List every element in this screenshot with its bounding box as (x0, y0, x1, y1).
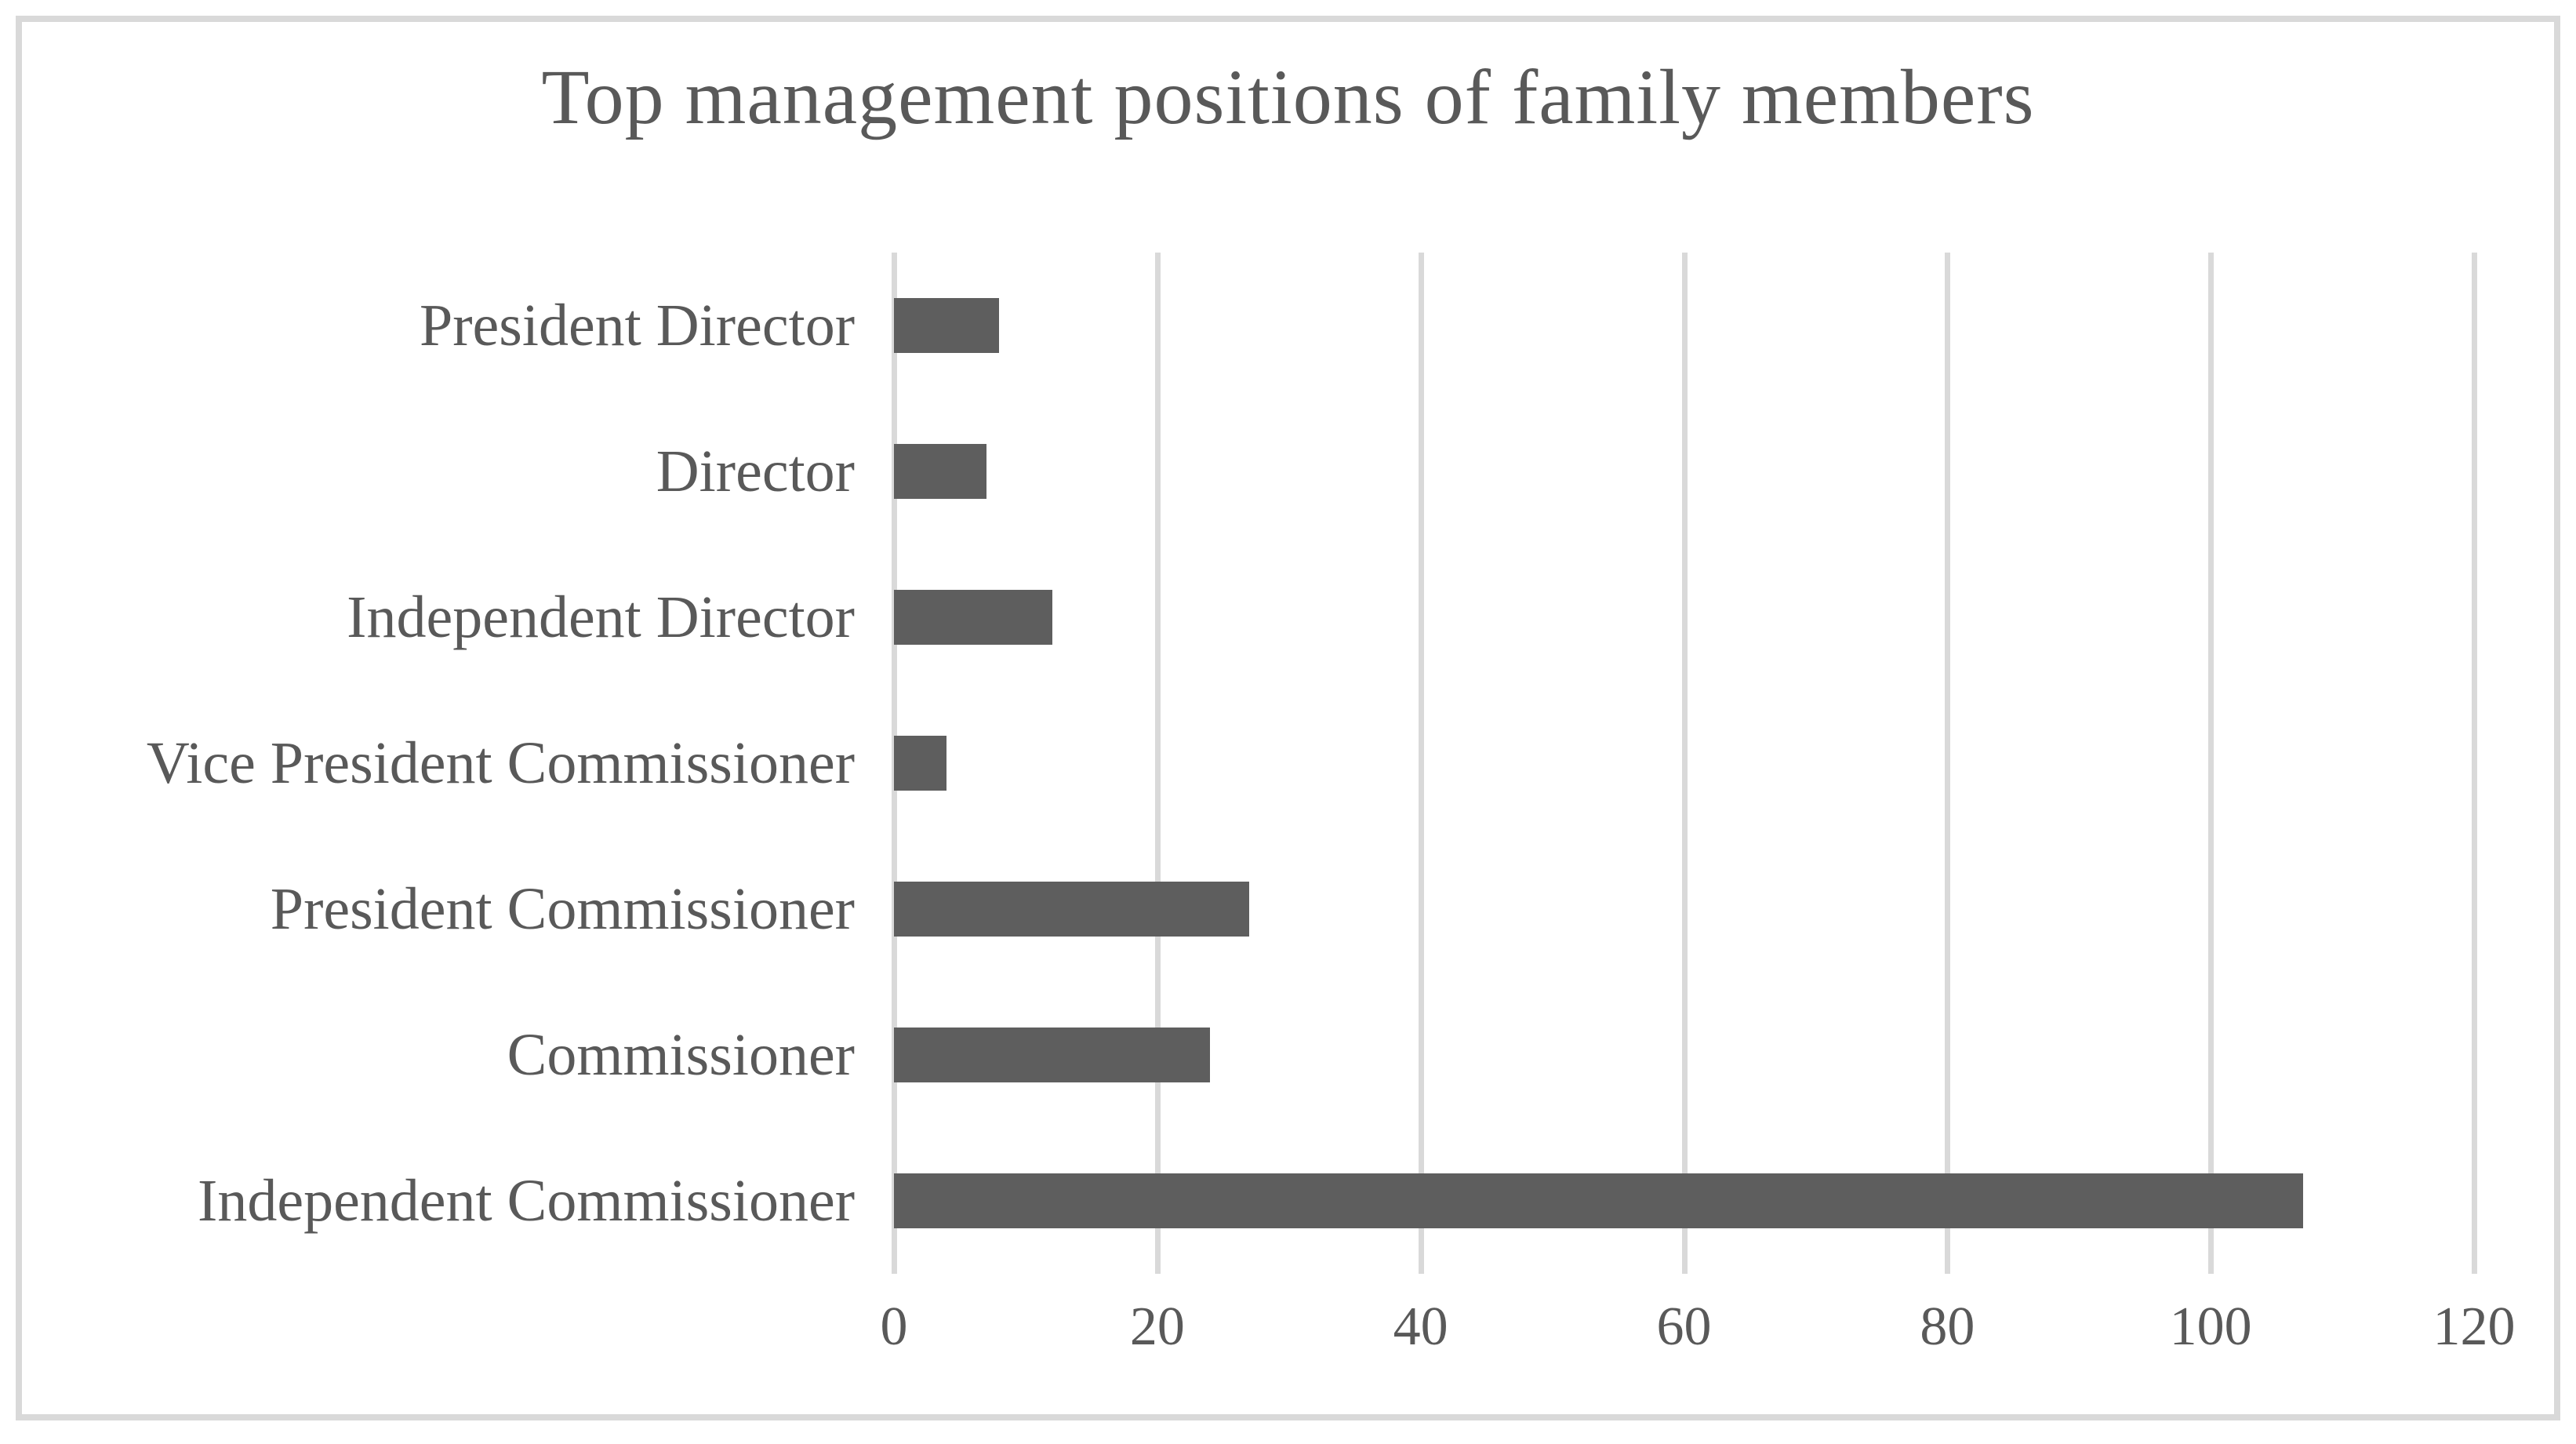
x-tick-label: 120 (2432, 1297, 2516, 1357)
category-label: Vice President Commissioner (146, 729, 855, 796)
bar (894, 298, 1000, 353)
chart-title: Top management positions of family membe… (541, 53, 2035, 140)
bar (894, 1028, 1210, 1082)
gridline (1418, 253, 1424, 1274)
x-tick-label: 20 (1129, 1297, 1185, 1357)
x-tick-label: 0 (880, 1297, 908, 1357)
x-tick-label: 60 (1656, 1297, 1712, 1357)
gridline (1945, 253, 1951, 1274)
gridline (2208, 253, 2214, 1274)
bar (894, 1173, 2303, 1228)
category-label: President Commissioner (270, 875, 855, 942)
x-tick-label: 100 (2169, 1297, 2252, 1357)
bar (894, 736, 947, 791)
gridline (1154, 253, 1161, 1274)
bar (894, 590, 1052, 645)
x-tick-label: 40 (1393, 1297, 1448, 1357)
category-label: Independent Commissioner (198, 1167, 855, 1234)
x-tick-label: 80 (1920, 1297, 1975, 1357)
bar (894, 444, 986, 499)
category-axis: President Director Director Independent Di… (31, 253, 855, 1274)
gridline (2472, 253, 2477, 1274)
plot-area (892, 253, 2477, 1274)
bar (894, 882, 1250, 937)
value-axis: 0 20 40 60 80 100 120 (881, 1296, 2516, 1382)
category-label: Independent Director (347, 584, 855, 650)
gridline (1681, 253, 1688, 1274)
category-label: Director (656, 438, 855, 504)
category-label: Commissioner (507, 1021, 855, 1088)
category-label: President Director (419, 292, 855, 358)
